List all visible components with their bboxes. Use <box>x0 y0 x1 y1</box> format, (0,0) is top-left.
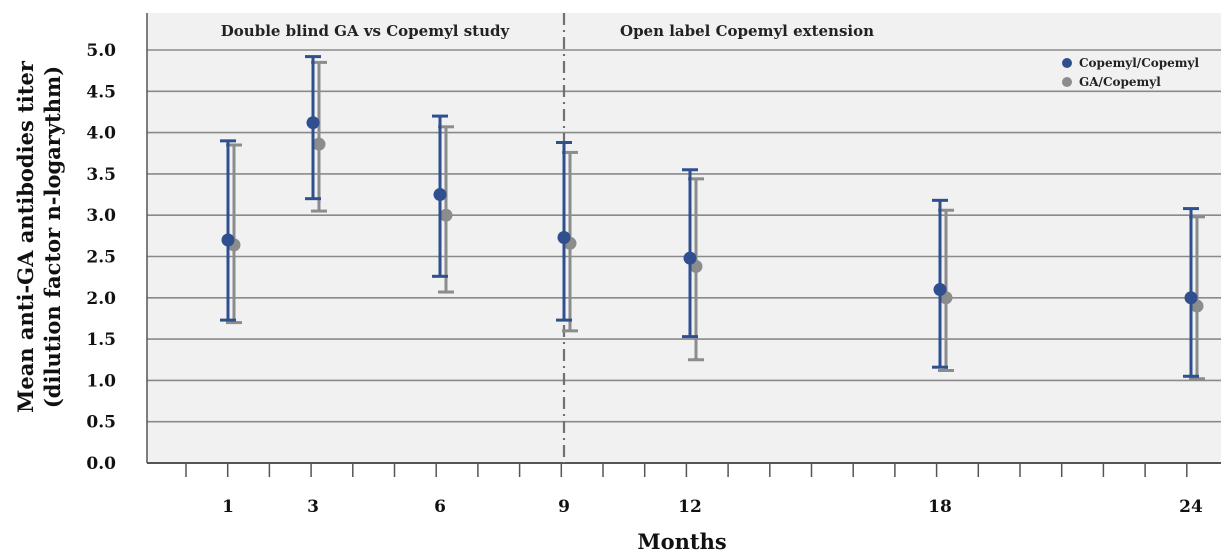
data-point <box>433 188 447 202</box>
y-axis-title-line1: Mean anti-GA antibodies titer <box>13 60 38 413</box>
legend-label-copemyl: Copemyl/Copemyl <box>1079 56 1199 70</box>
data-point <box>683 251 697 265</box>
series-copemyl-copemyl <box>220 55 1199 378</box>
y-tick-label: 5.0 <box>86 41 116 61</box>
y-tick-label: 3.0 <box>86 206 116 226</box>
data-point <box>439 208 453 222</box>
legend-marker-ga <box>1062 77 1072 87</box>
series-marks <box>220 55 1205 381</box>
y-tick-label: 1.5 <box>86 330 116 350</box>
y-tick-label: 4.5 <box>86 82 116 102</box>
y-tick-label: 4.0 <box>86 124 116 144</box>
plot-background <box>147 13 1221 464</box>
x-tick-label: 9 <box>558 497 570 517</box>
data-point <box>933 283 947 297</box>
section-label-open-label: Open label Copemyl extension <box>620 22 874 40</box>
legend: Copemyl/Copemyl GA/Copemyl <box>1062 56 1199 89</box>
y-tick-label: 0.5 <box>86 413 116 433</box>
legend-label-ga: GA/Copemyl <box>1079 75 1161 89</box>
y-tick-label: 1.0 <box>86 371 116 391</box>
y-tick-label: 3.5 <box>86 165 116 185</box>
y-tick-label: 2.0 <box>86 289 116 309</box>
y-axis-title: Mean anti-GA antibodies titer (dilution … <box>13 60 65 413</box>
legend-marker-copemyl <box>1062 58 1072 68</box>
section-labels: Double blind GA vs Copemyl study Open la… <box>221 22 874 40</box>
y-tick-label: 2.5 <box>86 248 116 268</box>
data-point <box>1184 291 1198 305</box>
x-tick-label: 6 <box>434 497 446 517</box>
data-point <box>312 137 326 151</box>
data-point <box>221 233 235 247</box>
x-axis-title: Months <box>637 529 726 554</box>
data-point <box>557 231 571 245</box>
x-tick-label: 18 <box>928 497 952 517</box>
data-point <box>306 116 320 130</box>
x-tick-label: 1 <box>222 497 234 517</box>
y-tick-label: 0.0 <box>86 454 116 474</box>
x-tick-label: 12 <box>678 497 702 517</box>
x-tick-label: 3 <box>307 497 319 517</box>
x-tick-label: 24 <box>1179 497 1203 517</box>
y-axis-title-line2: (dilution factor n-logarythm) <box>40 66 65 408</box>
section-label-double-blind: Double blind GA vs Copemyl study <box>221 22 511 40</box>
x-axis: 1 3 6 9 12 18 24 <box>146 13 1221 517</box>
y-tick-labels: 0.0 0.5 1.0 1.5 2.0 2.5 3.0 3.5 4.0 4.5 5.0 <box>86 41 116 474</box>
